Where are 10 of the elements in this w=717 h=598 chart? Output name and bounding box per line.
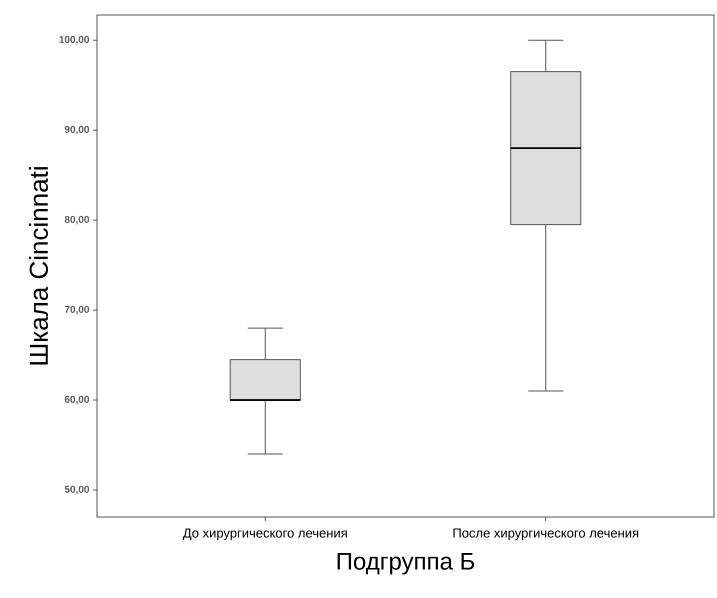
y-tick-label: 70,00 <box>64 306 90 314</box>
y-tick-label: 50,00 <box>64 486 90 494</box>
x-tick-label: До хирургического лечения <box>182 528 347 540</box>
y-tick-label: 100,00 <box>60 36 90 44</box>
x-tick-label: После хирургического лечения <box>453 528 638 540</box>
x-axis-title: Подгруппа Б <box>338 553 474 575</box>
y-tick-label: 90,00 <box>64 126 90 134</box>
y-tick-label: 80,00 <box>64 216 90 224</box>
y-tick-label: 60,00 <box>64 396 90 404</box>
y-axis-title: Шкала Cincinnati <box>28 167 48 364</box>
